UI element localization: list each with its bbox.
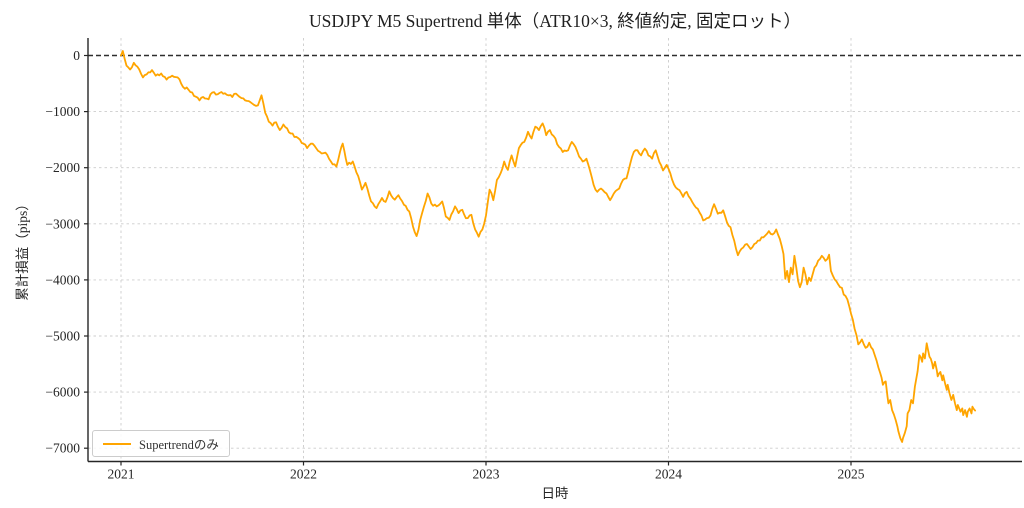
y-tick-label: −6000: [45, 385, 80, 400]
spines: [87, 38, 1022, 463]
y-tick-label: −4000: [45, 272, 80, 287]
x-tick-label: 2023: [473, 467, 500, 482]
x-tick-label: 2022: [290, 467, 317, 482]
x-axis-title: 日時: [541, 486, 569, 501]
chart-title: USDJPY M5 Supertrend 単体（ATR10×3, 終値約定, 固…: [309, 11, 801, 31]
x-tick-label: 2021: [108, 467, 135, 482]
y-tick-label: −2000: [45, 160, 80, 175]
x-tick-label: 2025: [838, 467, 865, 482]
legend: Supertrendのみ: [92, 430, 230, 457]
ticks: [84, 54, 852, 466]
gridlines: [88, 38, 1022, 462]
x-tick-label: 2024: [655, 467, 682, 482]
y-tick-label: 0: [73, 48, 80, 63]
legend-label: Supertrendのみ: [139, 438, 219, 452]
y-tick-label: −3000: [45, 216, 80, 231]
legend-line-sample-icon: [103, 442, 131, 445]
series-line: [120, 50, 976, 443]
y-tick-label: −1000: [45, 104, 80, 119]
y-tick-label: −7000: [45, 441, 80, 456]
y-tick-label: −5000: [45, 329, 80, 344]
